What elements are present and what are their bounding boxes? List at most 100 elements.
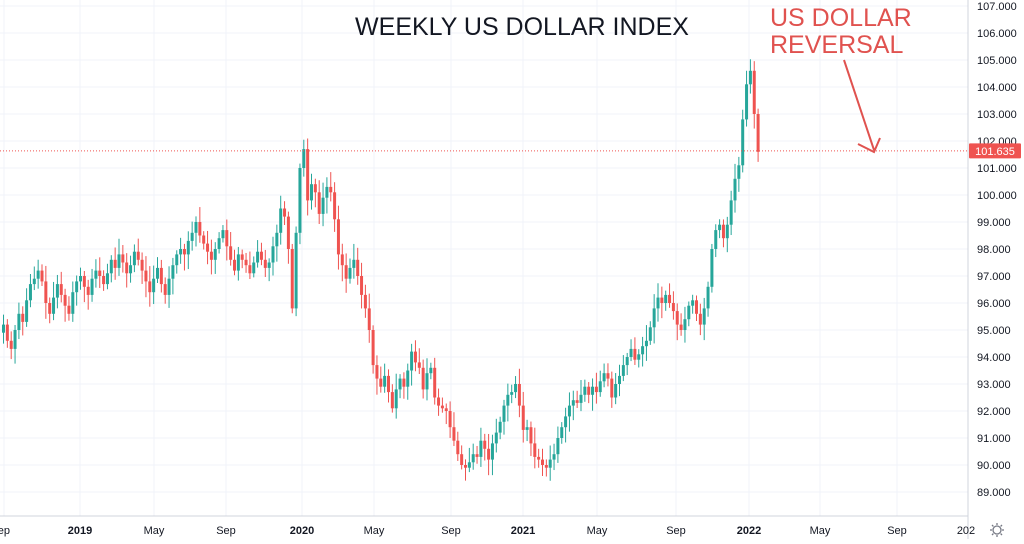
candle (402, 372, 406, 399)
candle (9, 331, 13, 360)
candle (367, 293, 371, 343)
y-tick-label: 97.000 (977, 271, 1011, 283)
x-tick-label: Sep (441, 525, 461, 537)
candle (602, 363, 606, 388)
candle (591, 378, 595, 411)
candle (741, 109, 745, 173)
candle (610, 371, 614, 408)
candle (213, 242, 217, 274)
candle (621, 355, 625, 382)
candle (348, 258, 352, 284)
x-tick-label: May (364, 525, 385, 537)
candle (98, 257, 102, 288)
candle (140, 252, 144, 284)
candle (256, 240, 260, 268)
candle (567, 392, 571, 432)
candle (159, 259, 163, 293)
candle (48, 297, 52, 324)
candle (71, 281, 75, 322)
candle (533, 427, 537, 469)
candle (279, 195, 283, 245)
candle (637, 349, 641, 368)
candle (182, 243, 186, 271)
candle (668, 283, 672, 308)
candle (105, 263, 109, 290)
candle (752, 61, 756, 129)
candle (5, 319, 9, 348)
candle (144, 256, 148, 298)
x-tick-label: May (810, 525, 831, 537)
candle (109, 255, 113, 283)
candle (683, 306, 687, 343)
candle (17, 302, 21, 340)
last-price-tag: 101.635 (969, 143, 1021, 159)
candle (52, 281, 56, 321)
x-tick-label: May (144, 525, 165, 537)
y-tick-label: 101.000 (977, 163, 1017, 175)
candle (437, 388, 441, 416)
candle (710, 243, 714, 293)
candle (614, 373, 618, 405)
candle (625, 352, 629, 376)
candle (221, 225, 225, 243)
y-tick-label: 90.000 (977, 460, 1011, 472)
candle (40, 264, 44, 287)
candle (240, 249, 244, 269)
candle (664, 290, 668, 311)
y-tick-label: 89.000 (977, 487, 1011, 499)
candle (167, 266, 171, 308)
candle (514, 376, 518, 399)
candle (564, 407, 568, 443)
x-tick-label: 2020 (290, 525, 314, 537)
candle (102, 270, 106, 291)
candle (521, 391, 525, 443)
candle (406, 363, 410, 400)
candle (329, 172, 333, 202)
candle (687, 301, 691, 327)
candle (517, 368, 521, 418)
candle (560, 422, 564, 444)
y-tick-label: 93.000 (977, 379, 1011, 391)
candle (286, 211, 290, 264)
y-tick-label: 91.000 (977, 433, 1011, 445)
candle (417, 348, 421, 375)
candle (467, 447, 471, 473)
candle (44, 265, 48, 319)
candle (236, 246, 240, 281)
candle (525, 419, 529, 442)
candle (2, 314, 5, 344)
y-tick-label: 100.000 (977, 190, 1017, 202)
candle (618, 364, 621, 397)
candle (579, 379, 583, 412)
candle (271, 236, 275, 276)
x-tick-label: Sep (216, 525, 236, 537)
candle (186, 231, 190, 270)
candle (387, 369, 390, 403)
candles (2, 59, 760, 481)
candle (671, 291, 675, 320)
candle (506, 383, 510, 422)
candle (55, 274, 59, 309)
y-tick-label: 105.000 (977, 55, 1017, 67)
candle (63, 288, 67, 322)
candle (179, 237, 183, 264)
candle (479, 427, 483, 467)
x-tick-label: 2022 (737, 525, 761, 537)
candle (190, 221, 194, 251)
candle (598, 370, 602, 397)
candle (206, 230, 210, 265)
candle (748, 59, 752, 94)
candle (290, 243, 294, 314)
candle (675, 303, 679, 341)
candle (132, 244, 136, 273)
candle (79, 267, 82, 290)
candle (440, 397, 444, 413)
candle (413, 340, 417, 372)
candle (25, 288, 29, 327)
candle (225, 219, 229, 261)
candle (152, 265, 156, 305)
candle (502, 399, 506, 435)
last-price-label: 101.635 (975, 146, 1015, 158)
settings-icon[interactable] (990, 523, 1004, 537)
